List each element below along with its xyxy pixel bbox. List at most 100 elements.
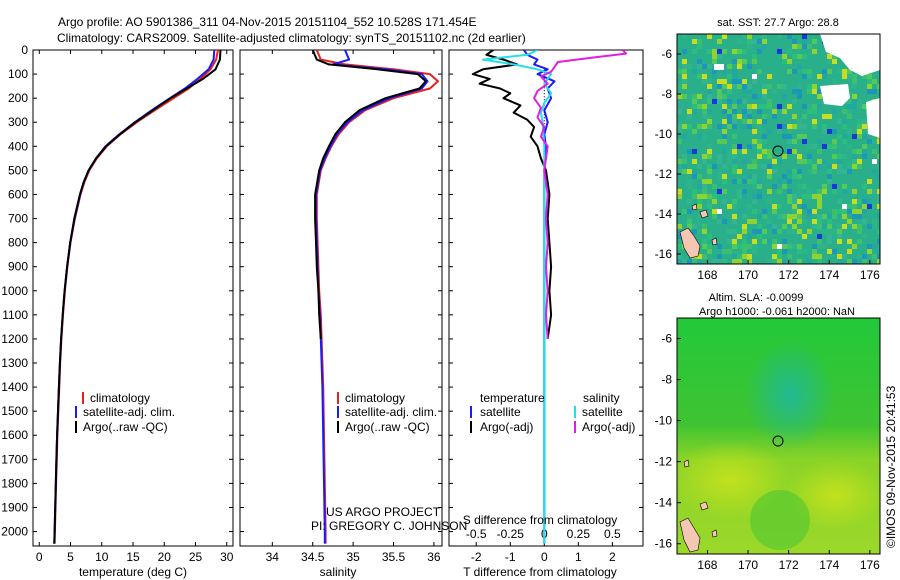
sst-cell <box>707 79 712 84</box>
sst-cell <box>867 199 872 204</box>
sst-cell <box>697 214 702 219</box>
sst-gap-top-right <box>820 34 880 76</box>
sst-cell <box>707 174 712 179</box>
sst-cell <box>807 144 812 149</box>
sst-cell <box>747 234 752 239</box>
sst-cell <box>792 169 797 174</box>
depth-tick-label: 1700 <box>1 452 28 466</box>
sst-cell <box>842 74 847 79</box>
sst-cell <box>732 214 737 219</box>
sst-cell <box>702 154 707 159</box>
sst-cell <box>707 89 712 94</box>
sst-cell <box>717 244 722 249</box>
sst-cell <box>772 254 777 259</box>
sst-cell <box>847 104 852 109</box>
sst-cell <box>782 134 787 139</box>
sst-cell <box>772 224 777 229</box>
sst-cell <box>762 119 767 124</box>
sst-cell <box>757 154 762 159</box>
sst-cell <box>702 244 707 249</box>
sst-cell <box>727 249 732 254</box>
sst-cell <box>857 239 862 244</box>
sla-map-title: Altim. SLA: -0.0099 <box>709 292 804 304</box>
sst-cell <box>827 69 832 74</box>
sst-cell <box>787 139 792 144</box>
sst-cell <box>707 144 712 149</box>
sst-cell <box>742 189 747 194</box>
sst-cell <box>757 214 762 219</box>
sst-cell <box>822 159 827 164</box>
sst-cell <box>767 104 772 109</box>
sst-cell <box>737 259 742 264</box>
sst-cell <box>857 209 862 214</box>
sst-cell <box>722 34 727 39</box>
land-islet-3 <box>683 459 690 468</box>
series-argo-raw-qc- <box>311 50 427 339</box>
sst-cell <box>682 124 687 129</box>
sst-cell <box>802 34 807 39</box>
sst-map-axes: 168 170 172 174 176 -6 -8 -10 -12 -14 -16 <box>655 47 881 282</box>
sst-cell <box>692 129 697 134</box>
sst-cell <box>872 149 877 154</box>
sst-cell <box>807 159 812 164</box>
sst-cell <box>772 184 777 189</box>
sst-cell <box>737 179 742 184</box>
salinity-series <box>311 50 439 544</box>
sst-cell <box>767 259 772 264</box>
x-tick-label: 35.5 <box>382 550 406 564</box>
sst-cell <box>722 259 727 264</box>
sst-cell <box>797 169 802 174</box>
x-tick-label: 25 <box>189 550 203 564</box>
sst-cell <box>807 69 812 74</box>
sst-cell <box>812 39 817 44</box>
sst-cell <box>797 84 802 89</box>
sst-cell <box>712 69 717 74</box>
sst-cell <box>852 149 857 154</box>
sst-cell <box>732 154 737 159</box>
sst-gap-far-right <box>866 98 880 138</box>
sst-cell <box>812 49 817 54</box>
sst-cell <box>812 119 817 124</box>
sst-cell <box>677 109 682 114</box>
sst-cell <box>722 94 727 99</box>
sst-cell <box>787 59 792 64</box>
sst-map-cloud-gaps <box>714 34 880 138</box>
sst-cell <box>777 214 782 219</box>
sst-cell <box>817 244 822 249</box>
sst-cell <box>702 239 707 244</box>
sst-cell <box>757 124 762 129</box>
sst-cell <box>772 109 777 114</box>
sst-cell <box>722 219 727 224</box>
sst-cell <box>787 124 792 129</box>
sst-cell <box>687 64 692 69</box>
sst-cell <box>802 204 807 209</box>
sst-cell <box>817 189 822 194</box>
legend-label-climatology: climatology <box>90 391 150 405</box>
sst-cell <box>742 239 747 244</box>
sst-cell <box>677 139 682 144</box>
sst-cell <box>707 199 712 204</box>
sst-cell <box>777 49 782 54</box>
sla-map-frame <box>676 317 881 555</box>
sst-cell <box>742 89 747 94</box>
depth-tick-label: 1500 <box>1 404 28 418</box>
sst-cell <box>827 234 832 239</box>
sst-cell <box>717 139 722 144</box>
sst-cell <box>717 84 722 89</box>
sst-cell <box>772 169 777 174</box>
sst-cell <box>842 204 847 209</box>
sst-cell <box>837 229 842 234</box>
sst-cell <box>722 174 727 179</box>
sst-cell <box>797 209 802 214</box>
sst-cell <box>687 209 692 214</box>
sst-cell <box>862 209 867 214</box>
sst-cell <box>847 114 852 119</box>
sst-cell <box>682 164 687 169</box>
sst-cell <box>722 129 727 134</box>
sst-cell <box>867 179 872 184</box>
temperature-x-axis: 0 5 10 15 20 25 30 <box>36 50 234 564</box>
sst-cell <box>682 259 687 264</box>
sst-cell <box>762 114 767 119</box>
sst-cell <box>742 119 747 124</box>
temperature-legend: climatology satellite-adj. clim. Argo(..… <box>75 391 175 434</box>
